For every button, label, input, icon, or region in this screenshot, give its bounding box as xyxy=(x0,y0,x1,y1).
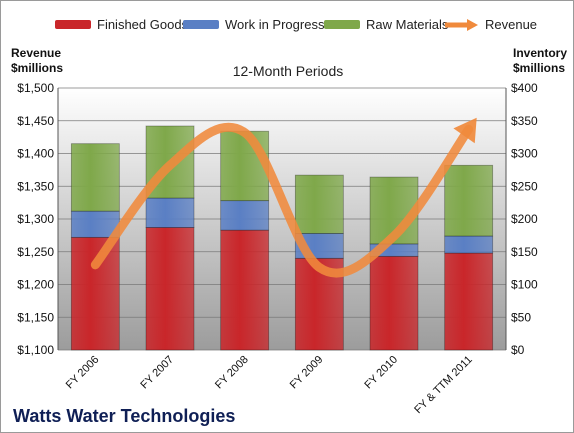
left-tick-label: $1,500 xyxy=(17,81,54,95)
legend-raw-materials: Raw Materials xyxy=(324,17,448,32)
revenue-arrowhead xyxy=(453,117,477,144)
bar-raw-materials xyxy=(70,143,120,212)
bar-finished-goods xyxy=(145,227,195,351)
left-tick-label: $1,200 xyxy=(17,278,54,292)
left-tick-label: $1,250 xyxy=(17,245,54,259)
legend-work-in-progress: Work in Progress xyxy=(183,17,324,32)
legend-swatch xyxy=(55,20,91,29)
bar-finished-goods xyxy=(70,236,120,351)
chart-subtitle: 12-Month Periods xyxy=(232,63,344,79)
right-tick-label: $400 xyxy=(511,81,538,95)
legend: Finished Goods Work in Progress Raw Mate… xyxy=(1,1,573,41)
legend-finished-goods: Finished Goods xyxy=(55,17,188,32)
bar-work-in-progress xyxy=(70,210,120,238)
bar-raw-materials xyxy=(294,174,344,234)
category-label: FY 2009 xyxy=(288,354,326,392)
category-label: FY 2008 xyxy=(213,354,251,392)
legend-label: Raw Materials xyxy=(366,17,449,32)
left-tick-label: $1,450 xyxy=(17,114,54,128)
legend-label: Work in Progress xyxy=(225,17,325,32)
left-tick-label: $1,150 xyxy=(17,310,54,324)
bar-raw-materials xyxy=(444,164,494,237)
legend-label: Revenue xyxy=(485,17,538,32)
category-label: FY & TTM 2011 xyxy=(412,354,475,417)
legend-label: Finished Goods xyxy=(97,17,189,32)
right-tick-label: $300 xyxy=(511,147,538,161)
right-tick-label: $350 xyxy=(511,114,538,128)
bar-work-in-progress xyxy=(220,200,270,231)
bar-finished-goods xyxy=(220,229,270,351)
bar-finished-goods xyxy=(369,255,419,351)
legend-revenue: Revenue xyxy=(443,17,537,32)
category-label: FY 2007 xyxy=(138,354,176,392)
category-label: FY 2006 xyxy=(64,354,102,392)
legend-swatch xyxy=(183,20,219,29)
company-name: Watts Water Technologies xyxy=(13,406,236,426)
left-tick-label: $1,400 xyxy=(17,147,54,161)
bar-work-in-progress xyxy=(444,235,494,254)
right-tick-label: $0 xyxy=(511,343,525,357)
legend-swatch xyxy=(324,20,360,29)
right-tick-label: $150 xyxy=(511,245,538,259)
revenue-line xyxy=(90,122,474,278)
left-tick-label: $1,100 xyxy=(17,343,54,357)
left-tick-label: $1,300 xyxy=(17,212,54,226)
right-tick-label: $100 xyxy=(511,278,538,292)
legend-arrow-icon xyxy=(445,18,478,31)
right-tick-label: $50 xyxy=(511,310,531,324)
bar-work-in-progress xyxy=(145,197,195,228)
category-label: FY 2010 xyxy=(362,354,400,392)
right-tick-label: $250 xyxy=(511,179,538,193)
right-axis-title: Inventory $millions xyxy=(513,46,568,75)
left-tick-label: $1,350 xyxy=(17,179,54,193)
right-tick-label: $200 xyxy=(511,212,538,226)
bar-raw-materials xyxy=(220,130,270,202)
left-axis-title: Revenue $millions xyxy=(11,46,64,75)
bar-finished-goods xyxy=(444,252,494,351)
